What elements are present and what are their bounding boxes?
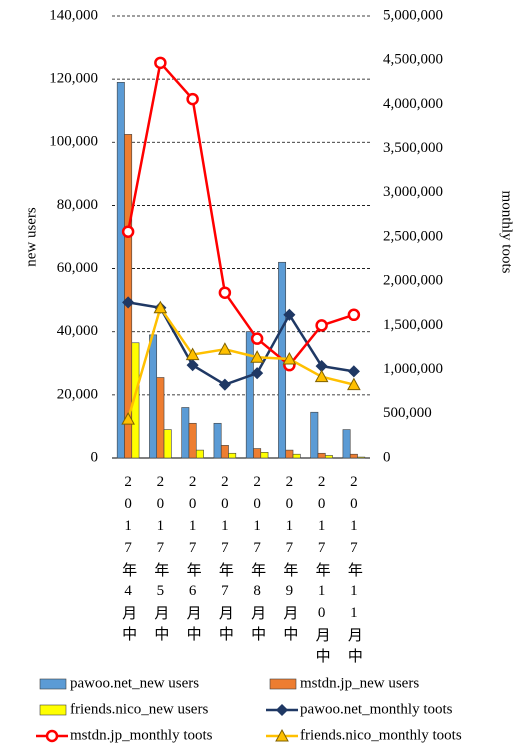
line-marker xyxy=(250,332,264,345)
y-tick-label: 40,000 xyxy=(57,323,98,339)
y2-tick-label: 5,000,000 xyxy=(383,7,443,23)
y-tick-label: 120,000 xyxy=(49,71,98,87)
bar xyxy=(292,453,301,459)
bar xyxy=(245,331,254,459)
bar xyxy=(357,456,366,459)
x-tick-label: 2017年6月中 xyxy=(184,474,201,647)
legend-label: mstdn.jp_monthly toots xyxy=(70,727,213,743)
line-marker xyxy=(122,296,135,309)
y2-tick-label: 3,500,000 xyxy=(383,140,443,156)
legend-marker xyxy=(275,728,289,742)
y-tick-label: 140,000 xyxy=(49,7,98,23)
x-tick-label: 2017年9月中 xyxy=(281,474,298,647)
bar xyxy=(310,411,319,459)
y-tick-label: 100,000 xyxy=(49,134,98,150)
legend-swatch xyxy=(39,678,67,690)
x-tick-label: 2017年10月中 xyxy=(313,474,330,669)
y2-tick-label: 2,500,000 xyxy=(383,228,443,244)
x-tick-label: 2017年5月中 xyxy=(152,474,169,647)
x-tick-label: 2017年8月中 xyxy=(249,474,266,647)
bar xyxy=(260,452,269,459)
y2-tick-label: 0 xyxy=(383,449,391,465)
bar xyxy=(181,407,190,459)
line-marker xyxy=(282,351,297,365)
y2-tick-label: 3,000,000 xyxy=(383,184,443,200)
line-marker xyxy=(250,350,264,363)
legend-label: friends.nico_new users xyxy=(70,701,208,717)
legend-label: pawoo.net_monthly toots xyxy=(300,701,453,717)
bar xyxy=(349,453,358,459)
legend-marker xyxy=(45,729,59,743)
line-marker xyxy=(154,56,167,70)
bar xyxy=(342,429,351,459)
line-marker xyxy=(121,225,135,238)
legend-swatch xyxy=(269,678,297,690)
x-tick-label: 2017年7月中 xyxy=(216,474,233,647)
legend-swatch xyxy=(39,704,67,716)
bar xyxy=(116,82,125,459)
line-marker xyxy=(347,308,361,322)
y2-tick-label: 2,000,000 xyxy=(383,273,443,289)
x-tick-label: 2017年11月中 xyxy=(345,474,362,669)
line xyxy=(126,60,355,367)
y2-tick-label: 4,000,000 xyxy=(383,96,443,112)
y2-tick-label: 1,000,000 xyxy=(383,361,443,377)
line-marker xyxy=(347,365,360,378)
line-marker xyxy=(218,378,231,391)
legend-label: friends.nico_monthly toots xyxy=(300,727,462,743)
bar xyxy=(220,445,229,459)
bar xyxy=(213,422,222,459)
y-axis-title: new users xyxy=(23,207,39,267)
y2-axis-title: monthly toots xyxy=(499,191,515,274)
bar xyxy=(156,377,165,459)
legend-label: pawoo.net_new users xyxy=(70,675,199,691)
line-marker xyxy=(186,92,199,106)
bar xyxy=(317,452,326,459)
line-marker xyxy=(315,319,328,332)
line-marker xyxy=(185,347,200,361)
line-marker xyxy=(283,308,296,321)
y2-tick-label: 1,500,000 xyxy=(383,317,443,333)
line-marker xyxy=(186,359,199,372)
legend-label: mstdn.jp_new users xyxy=(300,675,419,691)
line-marker xyxy=(347,377,361,391)
x-tick-label: 2017年4月中 xyxy=(120,474,137,647)
line xyxy=(126,304,355,420)
y2-tick-label: 4,500,000 xyxy=(383,52,443,68)
bar xyxy=(131,342,140,459)
line-marker xyxy=(314,369,329,383)
line-marker xyxy=(121,412,135,425)
bar xyxy=(188,422,197,459)
bar xyxy=(228,452,237,459)
bar xyxy=(324,455,333,459)
bar xyxy=(149,334,158,459)
y2-tick-label: 500,000 xyxy=(383,405,432,421)
bar xyxy=(163,429,172,459)
y-tick-label: 0 xyxy=(91,449,99,465)
bar xyxy=(124,134,133,459)
bar xyxy=(285,449,294,459)
y-tick-label: 60,000 xyxy=(57,260,98,276)
line-marker xyxy=(218,342,232,355)
y-tick-label: 80,000 xyxy=(57,197,98,213)
line-marker xyxy=(251,367,264,380)
y-tick-label: 20,000 xyxy=(57,386,98,402)
bar xyxy=(195,449,204,459)
line-marker xyxy=(153,300,168,314)
bar xyxy=(253,448,262,459)
legend-marker xyxy=(275,703,289,717)
line-marker xyxy=(218,286,232,299)
